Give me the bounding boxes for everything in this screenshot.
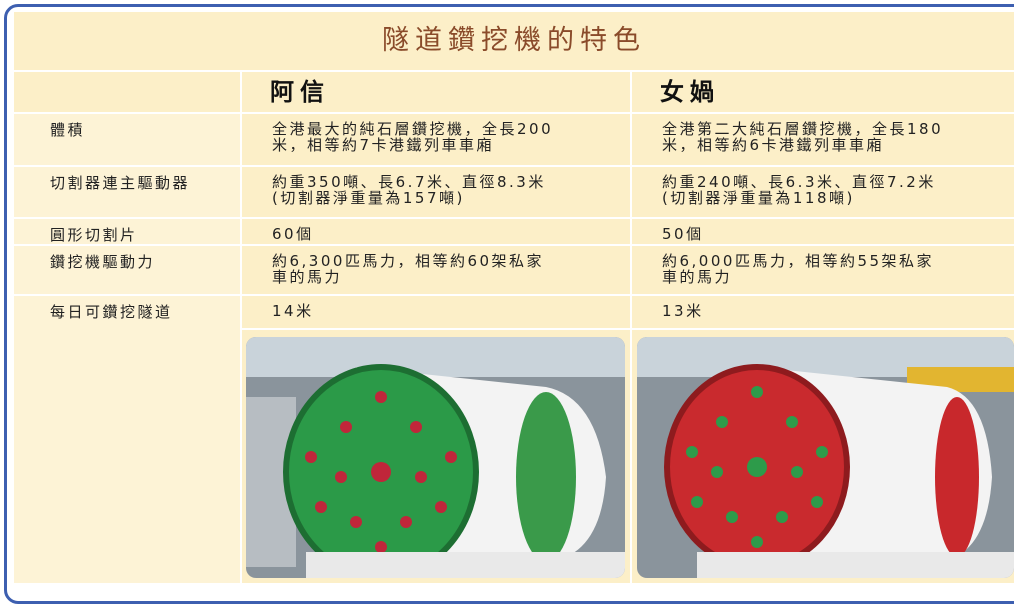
- cell-text: 13米: [662, 302, 704, 320]
- column-header: 女媧: [660, 78, 720, 106]
- photo-nu-wa: [637, 337, 1014, 578]
- cell-text: 全港第二大純石層鑽挖機，全長180: [662, 120, 944, 138]
- cell-text: 50個: [662, 225, 704, 243]
- cell-text: 米，相等約7卡港鐵列車車廂: [272, 136, 495, 154]
- cell-text: 約6,000匹馬力，相等約55架私家: [662, 252, 935, 270]
- cell-text: 14米: [272, 302, 314, 320]
- cell-text: 車的馬力: [272, 268, 343, 286]
- cell-text: 約重350噸、長6.7米、直徑8.3米: [272, 173, 546, 191]
- header-cell: [242, 72, 630, 112]
- row-label: 體積: [50, 121, 86, 139]
- data-cell: [632, 219, 1014, 244]
- photo-ah-shun: [246, 337, 625, 578]
- cell-text: 米，相等約6卡港鐵列車車廂: [662, 136, 885, 154]
- row-label: 圓形切割片: [50, 226, 138, 244]
- row-label-cell: [14, 246, 240, 294]
- cell-text: (切割器淨重量為118噸): [662, 189, 855, 207]
- data-cell: [632, 114, 1014, 165]
- cell-text: 全港最大的純石層鑽挖機，全長200: [272, 120, 554, 138]
- cell-text: 約6,300匹馬力，相等約60架私家: [272, 252, 545, 270]
- corner-cell: [14, 72, 240, 112]
- data-cell: [242, 296, 630, 328]
- column-header: 阿信: [270, 78, 330, 106]
- row-label-cell: [14, 167, 240, 217]
- data-cell: [632, 167, 1014, 217]
- row-label-cell: [14, 114, 240, 165]
- cell-text: 約重240噸、長6.3米、直徑7.2米: [662, 173, 936, 191]
- data-cell: [632, 246, 1014, 294]
- data-cell: [242, 246, 630, 294]
- cell-text: (切割器淨重量為157噸): [272, 189, 465, 207]
- data-cell: [242, 114, 630, 165]
- row-label-cell: [14, 219, 240, 244]
- cell-text: 車的馬力: [662, 268, 733, 286]
- page: 隧道鑽挖機的特色 阿信 女媧體積 全港最大的純石層鑽挖機，全長200 米，相等約7卡港…: [4, 4, 1014, 604]
- title: 隧道鑽挖機的特色: [14, 12, 1014, 70]
- data-cell: [632, 296, 1014, 328]
- header-cell: [632, 72, 1014, 112]
- data-cell: [242, 167, 630, 217]
- row-label: 每日可鑽挖隧道: [50, 303, 173, 321]
- cell-text: 60個: [272, 225, 314, 243]
- row-label: 切割器連主驅動器: [50, 174, 191, 192]
- row-label: 鑽挖機驅動力: [50, 253, 156, 271]
- row-label-cell: [14, 296, 240, 583]
- data-cell: [242, 219, 630, 244]
